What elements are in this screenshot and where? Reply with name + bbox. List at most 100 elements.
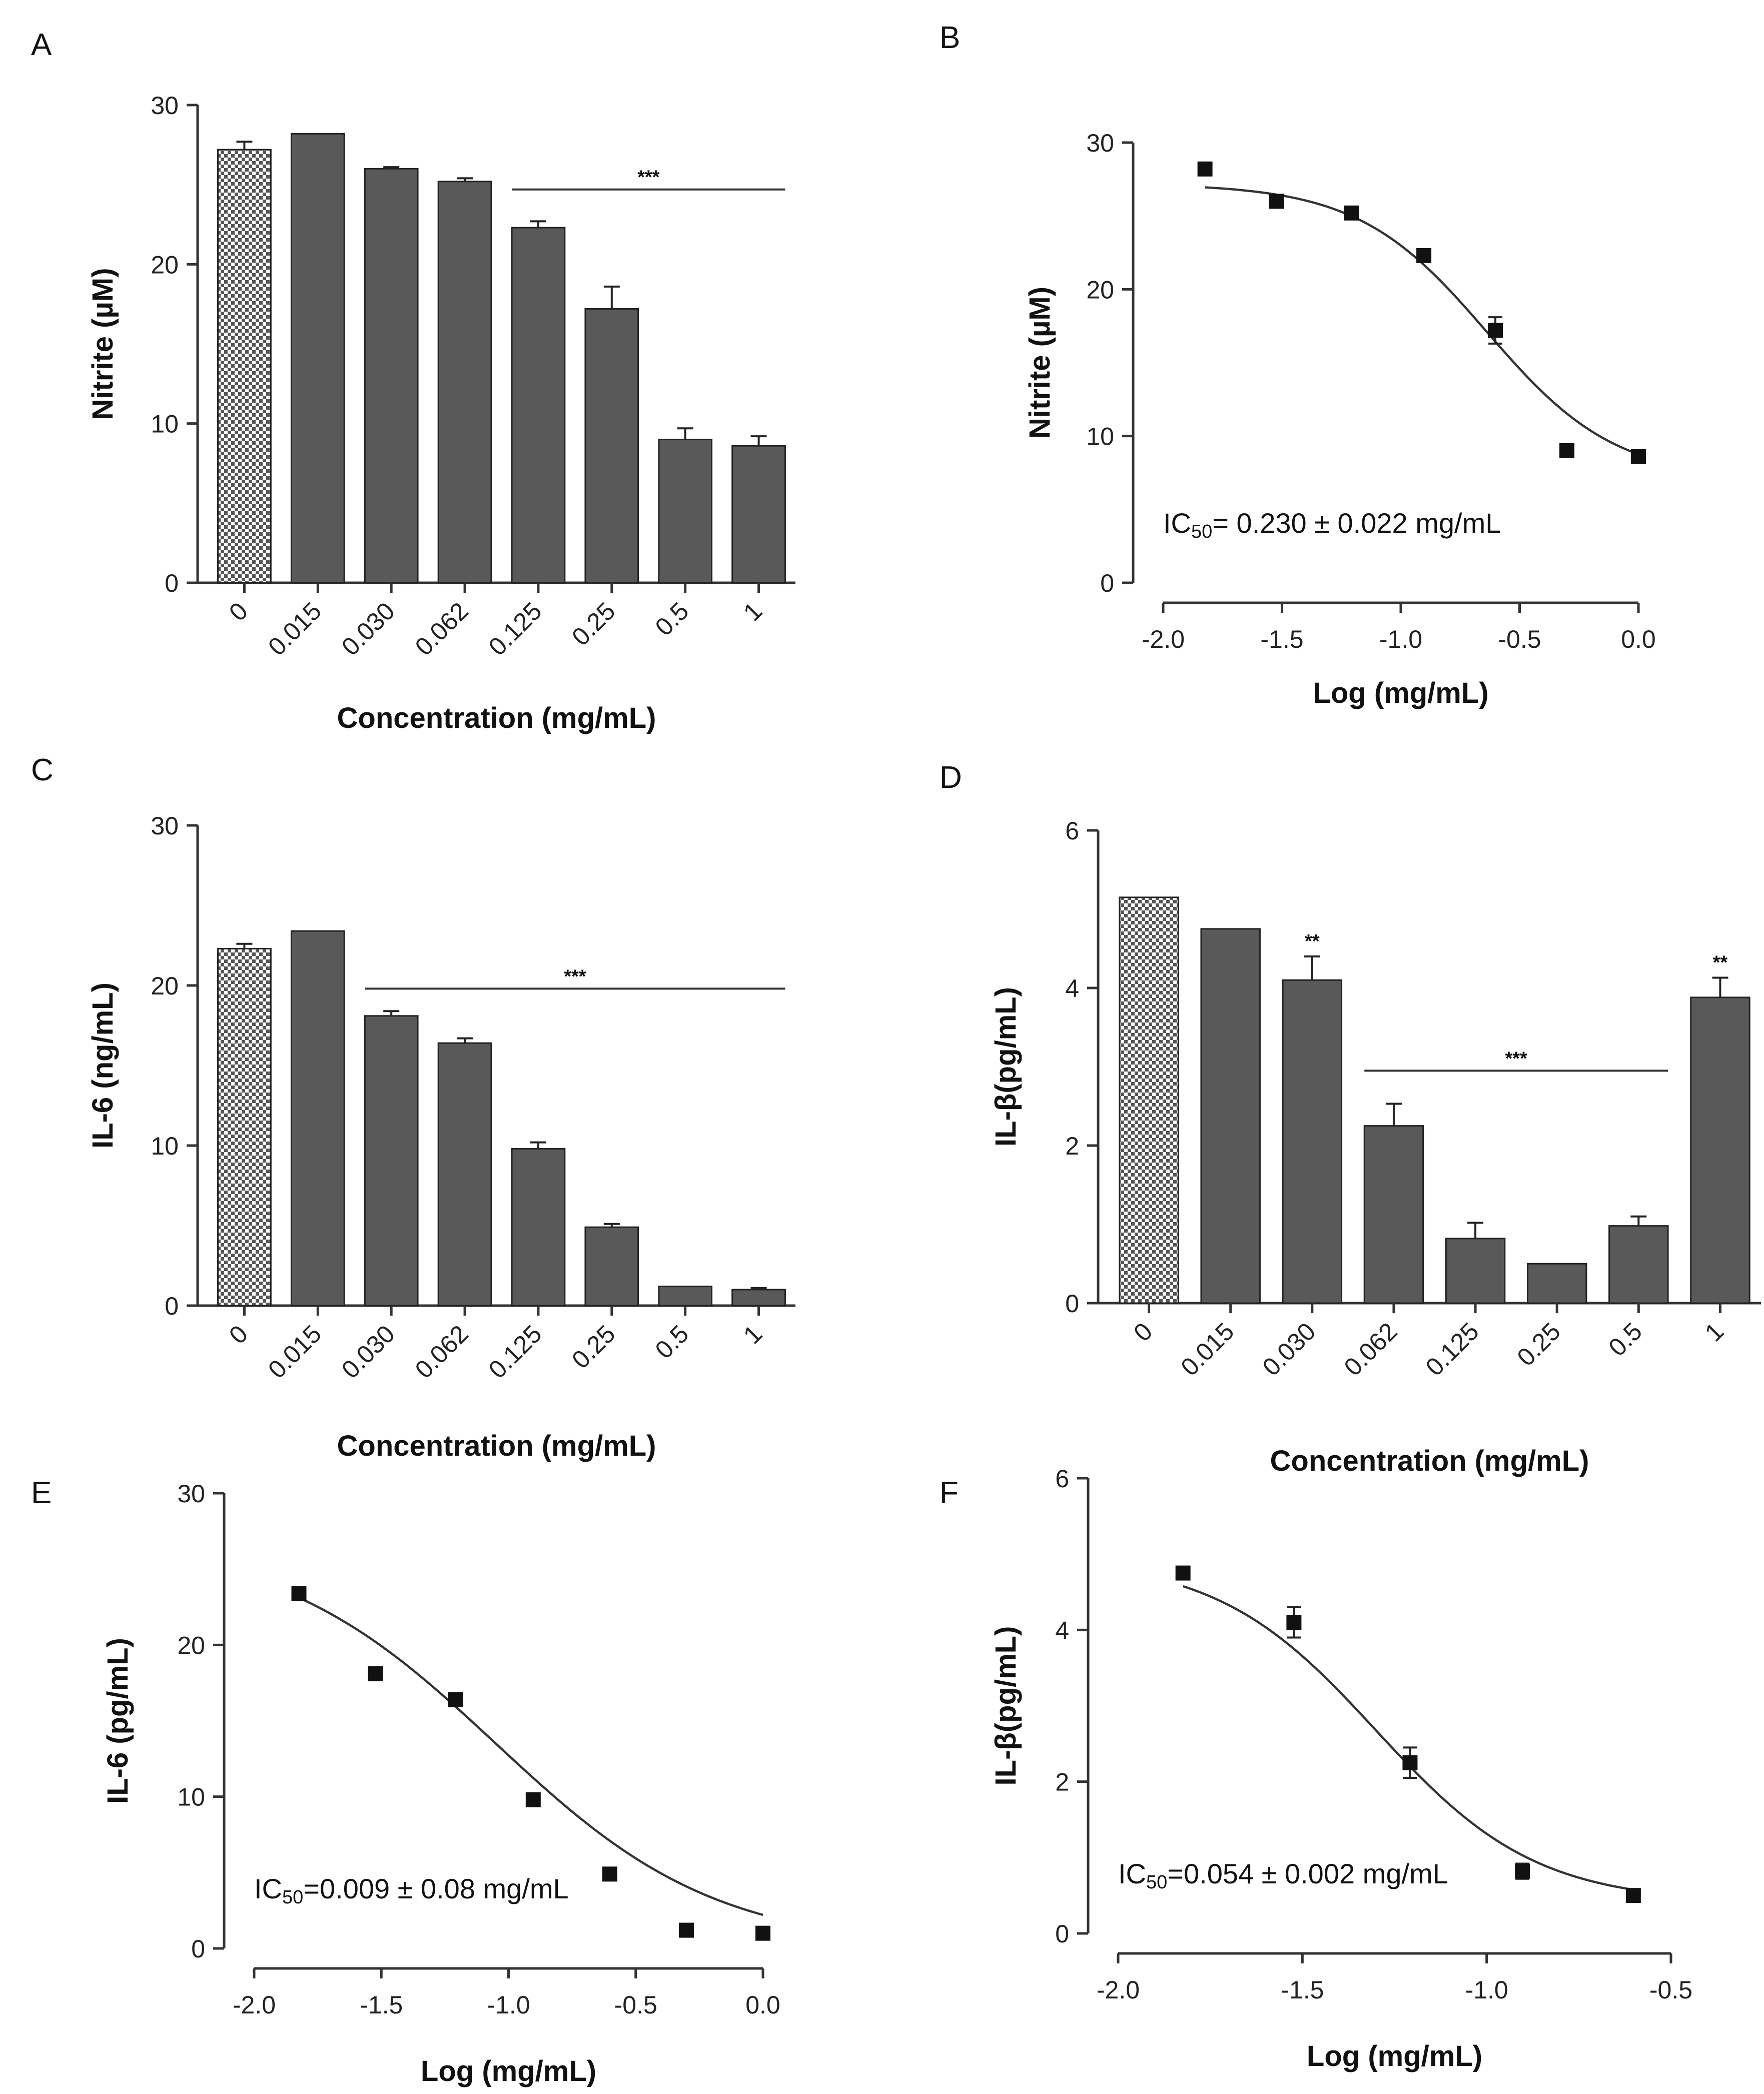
data-point (368, 1666, 383, 1681)
data-point (1488, 323, 1503, 338)
x-tick-label: 0.030 (1257, 1317, 1321, 1381)
x-tick-label: 0.5 (1603, 1317, 1647, 1362)
bar (731, 1289, 786, 1307)
data-point (1269, 194, 1284, 209)
data-point (755, 1925, 770, 1941)
x-tick-label: 0.015 (263, 597, 327, 661)
x-tick-label: 0.25 (566, 597, 620, 651)
y-tick-label: 6 (1065, 817, 1079, 845)
x-tick-label: 0.0 (745, 1991, 780, 2019)
y-tick-label: 0 (165, 1292, 179, 1320)
x-tick-label: 0.062 (410, 1320, 474, 1384)
y-tick-label: 10 (177, 1783, 205, 1811)
bar (658, 1286, 713, 1307)
bar (437, 181, 492, 584)
bar (1282, 979, 1343, 1304)
y-tick-label: 0 (1065, 1290, 1079, 1318)
x-tick-label: -0.5 (1498, 625, 1541, 653)
bar (511, 1148, 566, 1307)
x-axis-title: Concentration (mg/mL) (1270, 1445, 1589, 1477)
y-tick-label: 2 (1065, 1132, 1079, 1160)
data-point (525, 1792, 541, 1807)
x-tick-label: 0 (224, 1320, 253, 1349)
y-tick-label: 30 (1086, 129, 1114, 157)
y-axis-title: IL-6 (pg/mL) (102, 1638, 134, 1804)
bar (511, 227, 566, 584)
x-tick-label: -1.5 (360, 1991, 403, 2019)
x-tick-label: 1 (738, 597, 767, 626)
significance-marker: ** (1713, 952, 1728, 973)
data-point (1631, 449, 1646, 464)
data-point (1416, 248, 1432, 263)
y-axis-title: IL-6 (ng/mL) (87, 982, 119, 1149)
x-axis-title: Concentration (mg/mL) (337, 702, 656, 734)
bar (364, 1015, 419, 1307)
bar (364, 168, 419, 584)
x-tick-label: -1.0 (1379, 625, 1422, 653)
significance-marker: *** (637, 167, 660, 188)
x-tick-label: 0.0 (1621, 625, 1656, 653)
y-tick-label: 0 (165, 569, 179, 597)
data-point (1197, 161, 1213, 177)
panel-label: C (31, 753, 54, 787)
y-tick-label: 30 (177, 1480, 205, 1508)
ic50-annotation: IC50=0.054 ± 0.002 mg/mL (1118, 1858, 1448, 1893)
y-tick-label: 20 (151, 251, 179, 279)
x-tick-label: 0 (1128, 1317, 1158, 1347)
data-point (1175, 1565, 1191, 1581)
panel-e-dose-response: E 0 10 20 30 IL-6 (pg/mL) -2.0 -1.5 -1.0 -0.5 0.0 I… (31, 1476, 780, 2087)
x-tick-label: 0.030 (336, 597, 400, 661)
x-tick-label: 0.015 (263, 1320, 327, 1384)
x-tick-label: 0.125 (483, 1320, 547, 1384)
data-point (1402, 1755, 1418, 1770)
x-tick-label: 0.25 (1512, 1317, 1566, 1371)
y-tick-label: 0 (1055, 1920, 1069, 1948)
fitted-curve (1183, 1585, 1634, 1891)
y-tick-label: 30 (151, 812, 179, 840)
y-tick-label: 10 (1086, 423, 1114, 451)
data-point (448, 1692, 463, 1707)
significance-marker: *** (564, 966, 586, 987)
x-tick-label: -2.0 (1097, 1976, 1140, 2004)
x-tick-label: 0.062 (410, 597, 474, 661)
x-tick-label: 0.5 (650, 1320, 694, 1364)
bar (437, 1042, 492, 1307)
data-point (678, 1922, 694, 1938)
bar (584, 1226, 639, 1307)
bar (1119, 896, 1179, 1304)
y-tick-label: 0 (1100, 569, 1114, 597)
bar (217, 149, 272, 584)
bar (1445, 1238, 1506, 1304)
x-axis-title: Log (mg/mL) (1313, 677, 1488, 709)
y-tick-label: 10 (151, 1132, 179, 1160)
x-tick-label: 1 (1699, 1317, 1729, 1347)
x-tick-label: 0.125 (483, 597, 547, 661)
panel-f-dose-response: F 0 2 4 6 IL-β(pg/mL) -2.0 -1.5 -1.0 -0.5 IC50=0.0… (940, 1465, 1692, 2072)
panel-b-dose-response: B 0 10 20 30 Nitrite (µM) -2.0 -1.5 -1.0 -0.5 0.0 I… (940, 21, 1656, 709)
y-tick-label: 30 (151, 92, 179, 120)
bar (290, 930, 345, 1307)
panel-label: F (940, 1476, 959, 1510)
significance-marker: *** (1505, 1048, 1527, 1069)
bar (1200, 928, 1261, 1304)
y-tick-label: 6 (1055, 1465, 1069, 1493)
panel-label: D (940, 760, 962, 795)
data-point (291, 1586, 307, 1601)
x-tick-label: 0.062 (1339, 1317, 1403, 1381)
x-tick-label: -2.0 (233, 1991, 276, 2019)
panel-d-bar-chart: D 0 2 4 6 IL-β(pg/mL) 0 0.015 0.030 0.062 0.125 0.2… (940, 760, 1761, 1477)
bar (290, 133, 345, 584)
bar (731, 445, 786, 584)
y-tick-label: 20 (177, 1631, 205, 1659)
panel-label: A (31, 28, 52, 62)
fitted-curve (298, 1596, 763, 1916)
significance-marker: ** (1305, 931, 1320, 952)
bar (1526, 1263, 1587, 1304)
y-tick-label: 4 (1065, 974, 1079, 1002)
x-tick-label: 1 (738, 1320, 767, 1349)
x-tick-label: -1.5 (1281, 1976, 1324, 2004)
bar (217, 947, 272, 1307)
data-point (1559, 443, 1575, 458)
x-tick-label: -1.5 (1260, 625, 1303, 653)
